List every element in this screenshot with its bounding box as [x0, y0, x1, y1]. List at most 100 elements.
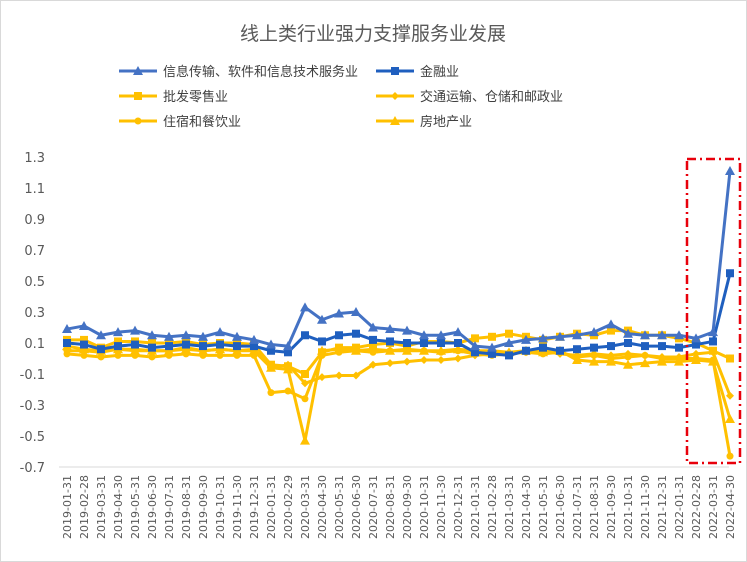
x-tick-label: 2021-03-31	[503, 475, 516, 539]
legend-label: 房地产业	[420, 114, 472, 130]
data-point	[199, 351, 207, 359]
data-point	[640, 330, 650, 340]
data-point	[437, 339, 445, 347]
data-point	[369, 360, 377, 369]
data-point	[419, 330, 429, 340]
data-point	[131, 351, 139, 359]
x-tick-label: 2020-02-29	[282, 475, 295, 539]
data-point	[63, 339, 71, 347]
legend-label: 批发零售业	[163, 89, 228, 105]
data-point	[232, 331, 242, 341]
series-line	[66, 272, 732, 357]
legend-item: 金融业	[376, 64, 459, 80]
y-tick-label: 0.1	[24, 337, 45, 352]
data-point	[318, 373, 326, 382]
x-tick-label: 2020-11-30	[435, 475, 448, 539]
x-tick-label: 2019-08-31	[180, 475, 193, 539]
data-point	[317, 314, 327, 324]
x-tick-label: 2019-02-28	[78, 475, 91, 539]
data-point	[726, 269, 734, 278]
x-tick-label: 2020-01-31	[265, 475, 278, 539]
x-tick-label: 2020-09-30	[401, 475, 414, 539]
data-point	[334, 308, 344, 318]
data-point	[675, 352, 683, 361]
data-point	[300, 435, 310, 445]
data-point	[572, 330, 582, 340]
data-point	[555, 331, 565, 341]
data-point	[148, 343, 156, 352]
x-tick-label: 2021-05-31	[537, 475, 550, 539]
data-point	[352, 343, 360, 352]
data-point	[165, 351, 173, 359]
data-point	[640, 358, 650, 368]
data-point	[63, 346, 71, 355]
x-tick-label: 2022-03-31	[707, 475, 720, 539]
data-point	[470, 341, 480, 351]
highlight-box	[685, 157, 742, 465]
data-point	[97, 353, 105, 361]
data-point	[675, 343, 683, 352]
data-point	[250, 342, 258, 351]
data-point	[471, 348, 479, 357]
data-point	[403, 357, 411, 366]
series-line	[67, 346, 732, 397]
legend-marker	[134, 92, 142, 100]
x-tick-label: 2021-01-31	[469, 475, 482, 539]
legend-item: 交通运输、仓储和邮政业	[376, 89, 563, 105]
data-point	[369, 335, 377, 344]
data-point	[249, 334, 259, 344]
data-point	[657, 330, 667, 340]
data-point	[725, 413, 735, 423]
data-point	[505, 351, 513, 360]
data-point	[420, 339, 428, 347]
data-point	[335, 343, 343, 352]
data-point	[80, 335, 88, 344]
x-tick-label: 2020-07-31	[367, 475, 380, 539]
data-point	[691, 333, 701, 343]
data-point	[454, 354, 462, 363]
legend-item: 住宿和餐饮业	[119, 114, 241, 130]
y-tick-label: 0.9	[24, 213, 45, 228]
data-point	[97, 345, 105, 354]
data-point	[130, 325, 140, 335]
data-point	[199, 342, 207, 351]
data-point	[80, 340, 88, 349]
data-point	[454, 347, 462, 355]
x-tick-label: 2020-05-31	[333, 475, 346, 539]
data-point	[233, 351, 241, 359]
data-point	[352, 371, 360, 380]
data-point	[386, 347, 394, 355]
x-tick-label: 2021-08-31	[588, 475, 601, 539]
legend-label: 交通运输、仓储和邮政业	[420, 89, 563, 105]
data-point	[420, 356, 428, 365]
data-point	[709, 346, 717, 355]
data-point	[318, 337, 326, 346]
data-point	[590, 349, 598, 358]
x-tick-label: 2020-10-31	[418, 475, 431, 539]
data-point	[589, 327, 599, 337]
data-point	[250, 351, 258, 359]
legend-marker	[134, 117, 142, 125]
data-point	[267, 360, 275, 369]
series-line	[66, 347, 732, 457]
data-point	[623, 359, 633, 369]
data-point	[726, 354, 734, 363]
y-tick-label: 0.7	[24, 244, 45, 259]
data-point	[692, 349, 700, 358]
data-point	[420, 347, 428, 355]
legend-label: 金融业	[420, 64, 459, 80]
data-point	[335, 331, 343, 340]
x-tick-label: 2022-01-31	[673, 475, 686, 539]
data-point	[352, 329, 360, 338]
data-point	[301, 395, 309, 403]
data-point	[182, 350, 190, 358]
legend-item: 批发零售业	[119, 89, 228, 105]
data-point	[454, 339, 462, 347]
x-tick-label: 2020-03-31	[299, 475, 312, 539]
data-point	[386, 359, 394, 368]
data-point	[301, 379, 309, 388]
legend-item: 房地产业	[376, 114, 472, 130]
data-point	[658, 352, 666, 361]
data-point	[300, 302, 310, 312]
